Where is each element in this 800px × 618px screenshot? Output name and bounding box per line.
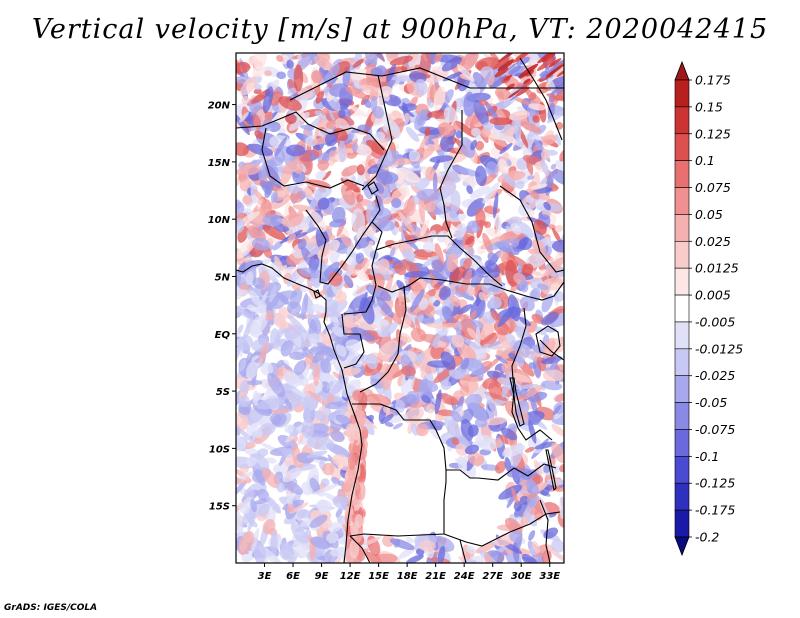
border-drc-east (511, 307, 553, 441)
lat-tick-label: 15N (208, 158, 231, 169)
colorbar-segment (674, 402, 690, 430)
border-drc-angola (352, 403, 478, 479)
border-mali-niger (261, 127, 365, 189)
border-libya-sudan-north (289, 67, 471, 101)
border-gabon (341, 313, 365, 369)
colorbar-label: 0.125 (695, 126, 731, 141)
lake-chad (367, 181, 379, 195)
colorbar-segment (674, 482, 690, 511)
lake-tanganyika (509, 377, 525, 427)
country-borders (236, 57, 564, 563)
colorbar-label: -0.0125 (695, 341, 743, 356)
colorbar-segment (674, 214, 690, 242)
colorbar-segment (674, 240, 690, 269)
bioko-island (313, 289, 321, 299)
border-namibia (349, 535, 371, 563)
colorbar-segment (674, 429, 690, 457)
lon-tick-label: 30E (511, 571, 532, 582)
colorbar-segment (674, 187, 690, 215)
lat-tick-label: 10S (209, 444, 230, 455)
colorbar-label: 0.0125 (695, 261, 739, 276)
border-nigeria (305, 195, 381, 285)
colorbar-segment (674, 321, 690, 350)
lat-tick-label: 15S (209, 502, 230, 513)
border-cameroon (343, 221, 383, 315)
lon-tick-label: 9E (315, 571, 329, 582)
colorbar-segment (674, 79, 690, 108)
lat-tick-label: 20N (208, 101, 231, 112)
colorbar-label: -0.125 (695, 476, 735, 491)
border-sahel (236, 111, 385, 151)
colorbar-label: -0.1 (695, 449, 719, 464)
colorbar: 0.175 0.15 0.125 0.1 0.075 0.05 0.025 0.0125 0.0… (674, 60, 743, 557)
border-congo-drc (359, 285, 407, 393)
border-red-sea-coast (519, 57, 563, 141)
colorbar-label: 0.05 (695, 207, 723, 222)
longitude-axis: 3E 6E 9E 12E 15E 18E 21E 24E 27E 30E 33E (258, 563, 560, 582)
colorbar-segment (674, 294, 690, 323)
border-car-south (377, 277, 507, 293)
border-chad-sudan (439, 110, 463, 239)
map-frame (235, 52, 565, 564)
colorbar-segment (674, 456, 690, 484)
border-kenya-tanzania (539, 339, 564, 361)
lon-tick-label: 27E (482, 571, 503, 582)
colorbar-segment (674, 509, 690, 538)
colorbar-segment (674, 106, 690, 135)
colorbar-label: 0.175 (695, 73, 731, 88)
border-niger-chad (361, 74, 393, 191)
border-botswana (459, 539, 467, 563)
border-ethiopia (499, 185, 564, 273)
colorbar-label: -0.005 (695, 314, 735, 329)
border-zambia (477, 463, 557, 481)
lon-tick-label: 15E (368, 571, 389, 582)
lon-tick-label: 3E (258, 571, 272, 582)
colorbar-top-arrow (674, 60, 690, 81)
colorbar-label: -0.075 (695, 422, 735, 437)
colorbar-bottom-arrow (674, 536, 690, 557)
lat-tick-label: EQ (215, 330, 231, 341)
colorbar-segment (674, 133, 690, 161)
colorbar-label: -0.2 (695, 530, 719, 545)
colorbar-segment (674, 348, 690, 377)
colorbar-label: -0.05 (695, 395, 727, 410)
lon-tick-label: 33E (539, 571, 560, 582)
colorbar-label: 0.15 (695, 99, 723, 114)
lat-tick-label: 5S (216, 387, 230, 398)
border-car (375, 235, 503, 287)
colorbar-label: 0.1 (695, 153, 715, 168)
colorbar-label: 0.075 (695, 180, 731, 195)
west-africa-coastline (236, 263, 363, 563)
map-title: Vertical velocity [m/s] at 900hPa, VT: 2… (31, 14, 769, 45)
border-south-sudan (505, 281, 564, 301)
lat-tick-label: 5N (215, 272, 231, 283)
colorbar-label: 0.005 (695, 288, 731, 303)
lon-tick-label: 6E (286, 571, 300, 582)
colorbar-label: 0.025 (695, 234, 731, 249)
lat-tick-label: 10N (208, 215, 231, 226)
lon-tick-label: 12E (340, 571, 361, 582)
map-panel (235, 52, 565, 564)
latitude-axis: 20N 15N 10N 5N EQ 5S 10S 15S (208, 101, 236, 513)
lon-tick-label: 21E (425, 571, 446, 582)
velocity-field (236, 53, 564, 563)
grads-credit: GrADS: IGES/COLA (4, 603, 98, 613)
lake-malawi (545, 449, 557, 492)
lon-tick-label: 18E (397, 571, 418, 582)
colorbar-segment (674, 375, 690, 403)
colorbar-label: -0.025 (695, 368, 735, 383)
colorbar-label: -0.175 (695, 503, 735, 518)
border-mozambique (539, 499, 551, 563)
colorbar-segment (674, 267, 690, 296)
lon-tick-label: 24E (454, 571, 475, 582)
border-zambia-south (443, 511, 561, 547)
lake-victoria (535, 325, 561, 357)
colorbar-segment (674, 160, 690, 188)
